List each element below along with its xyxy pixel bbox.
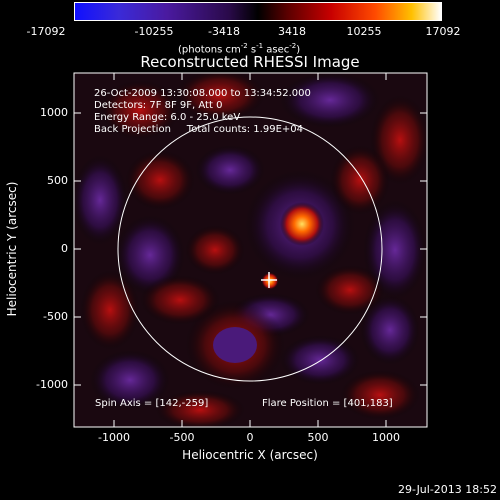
x-tick-label: 500 (307, 431, 329, 444)
flare-position-label: Flare Position = [401,183] (262, 398, 393, 409)
x-tick-label: -1000 (98, 431, 130, 444)
x-axis-label: Heliocentric X (arcsec) (182, 448, 318, 462)
y-tick-label: 0 (61, 242, 68, 255)
y-axis-label: Heliocentric Y (arcsec) (5, 181, 19, 317)
colorbar-tick-label: -3418 (208, 25, 240, 38)
spin-axis-marker (261, 272, 277, 288)
spin-axis-label: Spin Axis = [142,-259] (95, 398, 209, 409)
y-tick-label: 1000 (40, 106, 68, 119)
colorbar-tick-label: 17092 (425, 25, 461, 38)
x-axis-ticks (113, 73, 387, 427)
spin-axis-source (261, 272, 279, 290)
plot-title: Reconstructed RHESSI Image (140, 53, 360, 71)
colorbar-unit-label: (photons cm-2 s-1 asec-2) (178, 42, 301, 56)
info-detectors: Detectors: 7F 8F 9F, Att 0 (94, 100, 223, 111)
y-axis-ticks (74, 112, 427, 386)
info-block: 26-Oct-2009 13:30:08.000 to 13:34:52.000… (94, 88, 311, 136)
solar-limb (117, 116, 383, 382)
info-time-range: 26-Oct-2009 13:30:08.000 to 13:34:52.000 (94, 88, 311, 99)
x-tick-label: 0 (246, 431, 254, 444)
colorbar-tick-label: -10255 (134, 25, 174, 38)
y-tick-label: 500 (47, 174, 68, 187)
y-tick-label: -500 (43, 310, 68, 323)
colorbar-ticks: -17092 -10255 -3418 3418 10255 17092 (0, 0, 500, 40)
footer-timestamp: 29-Jul-2013 18:52 (397, 483, 497, 496)
flare-source (280, 202, 324, 246)
colorbar (74, 2, 442, 21)
x-tick-label: -500 (169, 431, 195, 444)
image-blobs (74, 73, 427, 427)
info-method-counts: Back Projection Total counts: 1.99E+04 (94, 124, 303, 135)
x-tick-label: 1000 (372, 431, 400, 444)
colorbar-tick-label: 10255 (346, 25, 382, 38)
info-energy-range: Energy Range: 6.0 - 25.0 keV (94, 112, 241, 123)
colorbar-tick-label: -17092 (26, 25, 66, 38)
colorbar-tick-label: 3418 (278, 25, 306, 38)
y-tick-label: -1000 (36, 378, 68, 391)
